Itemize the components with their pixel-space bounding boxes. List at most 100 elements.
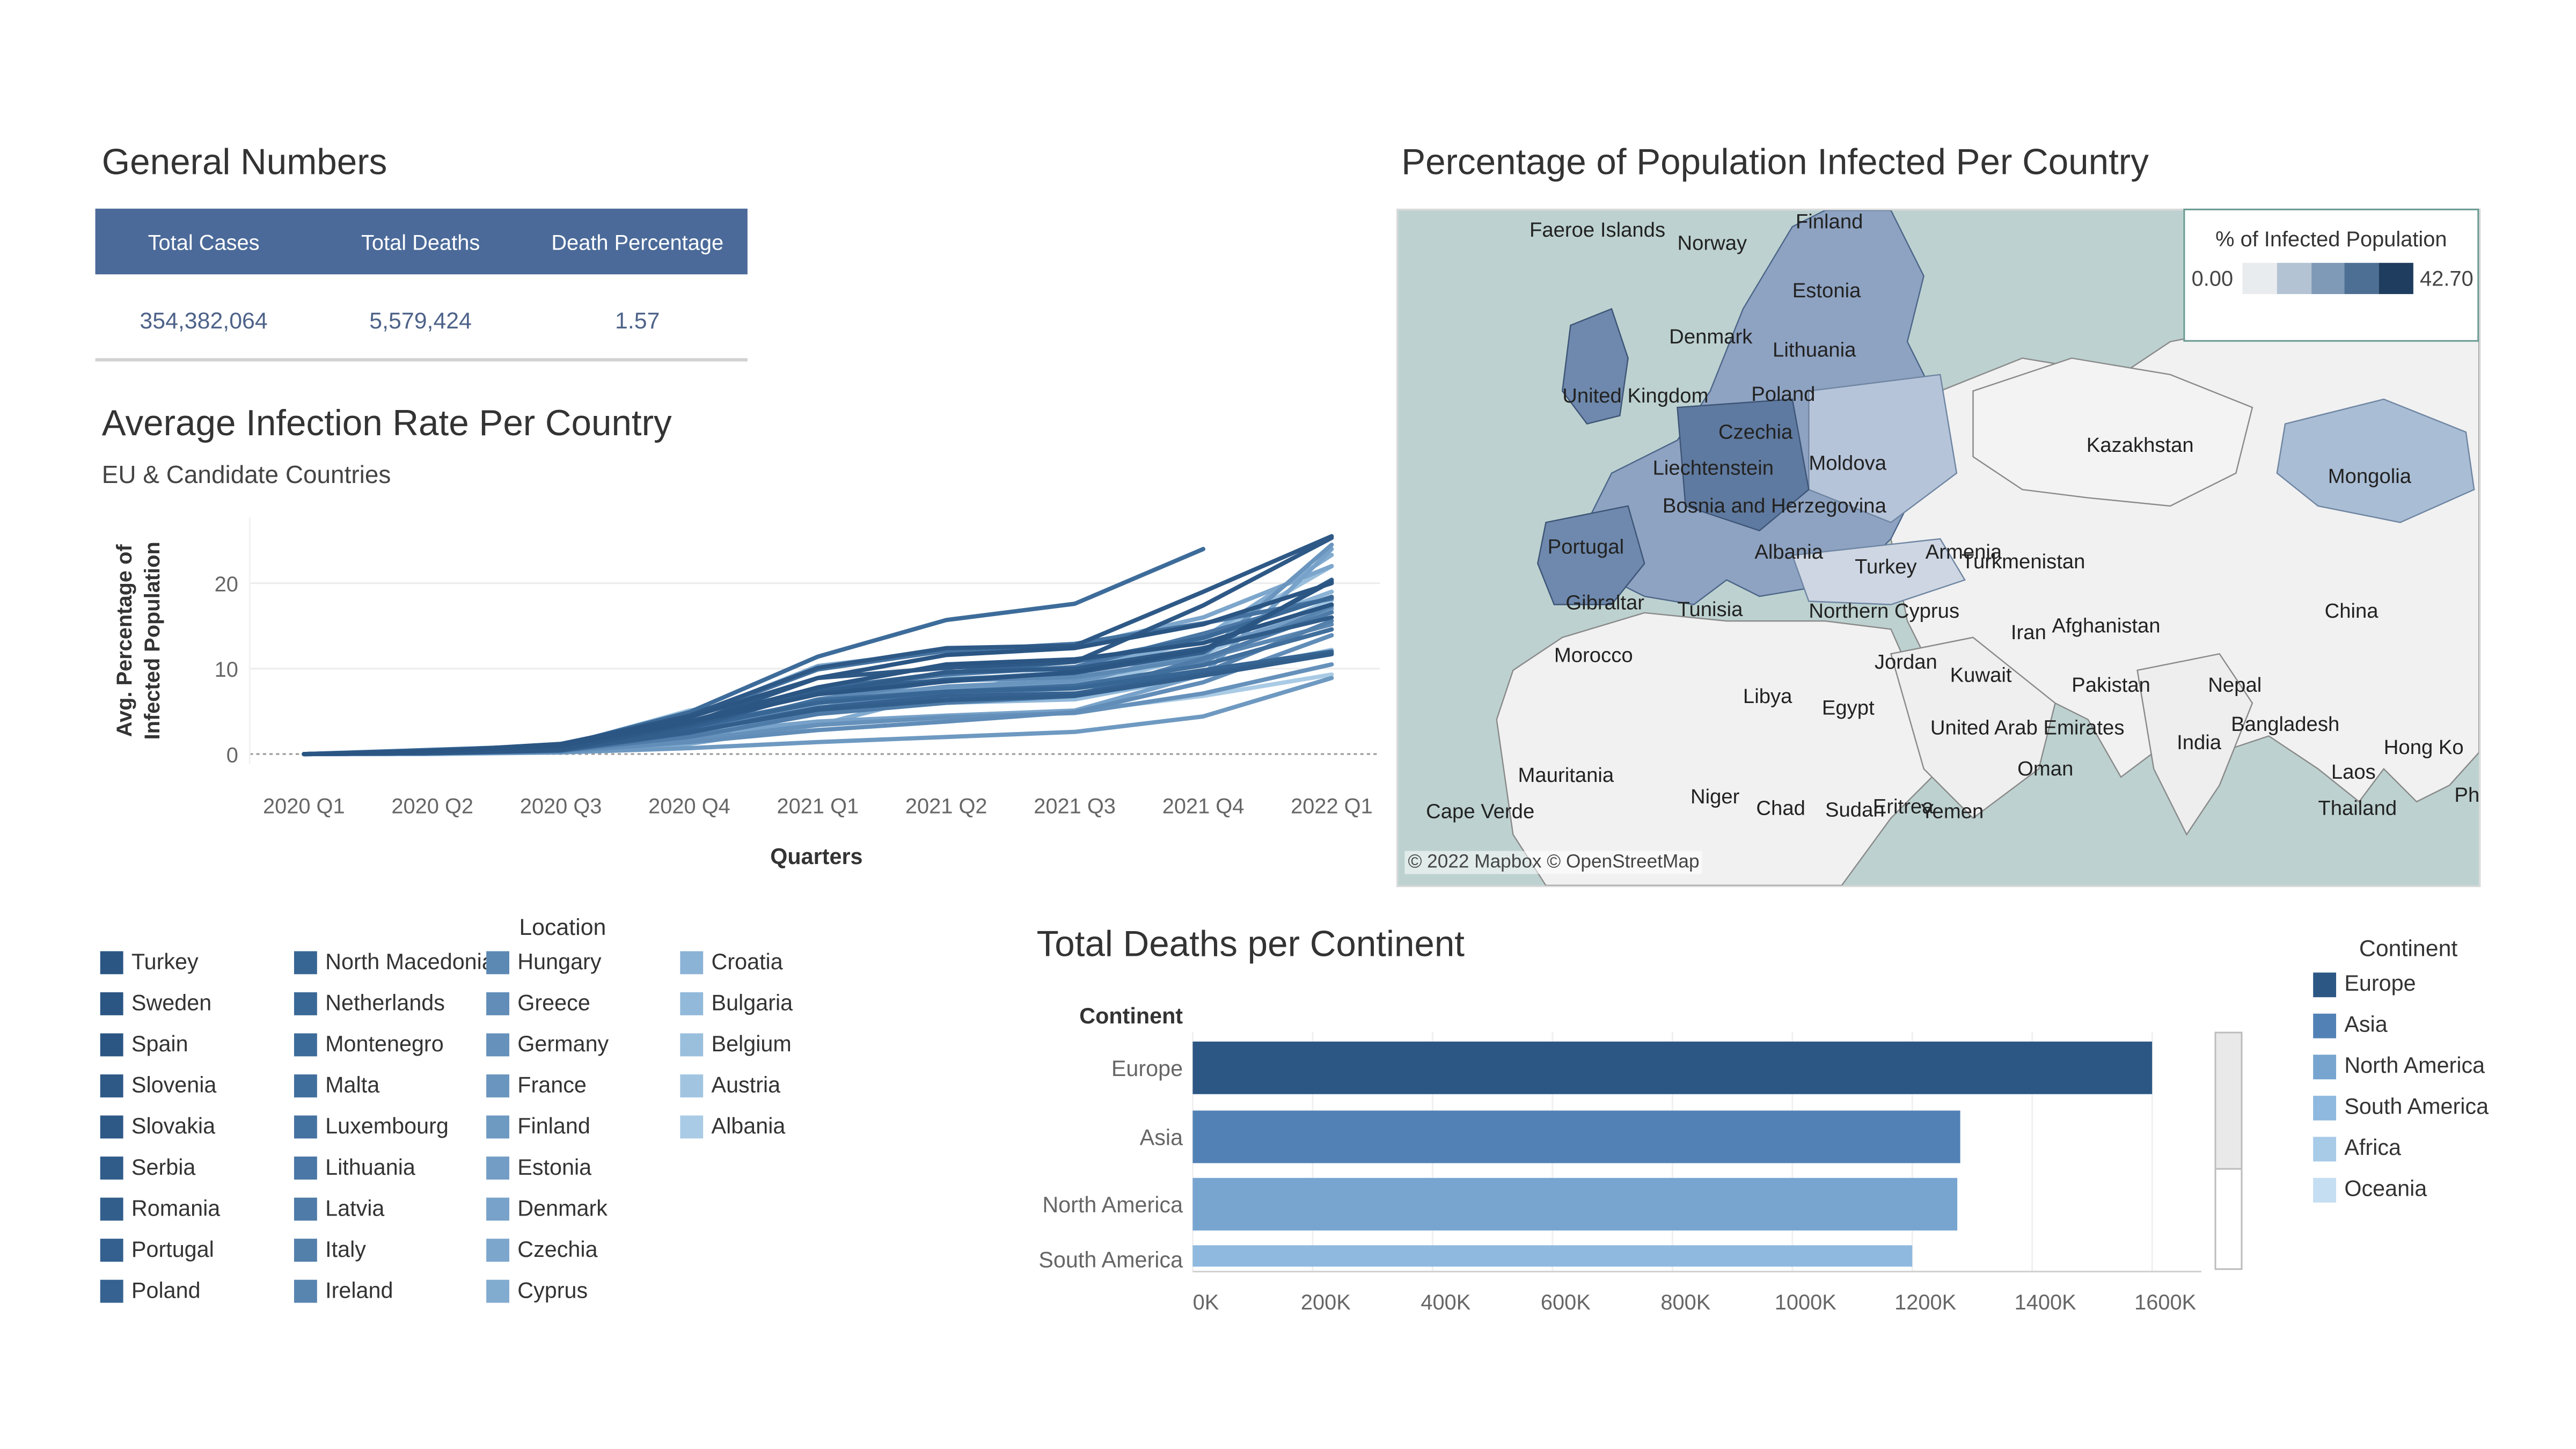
map-legend-ramp-step (2242, 262, 2277, 294)
legend-swatch (100, 992, 123, 1015)
kpi-header-total-cases: Total Cases (148, 230, 260, 255)
legend-label: Asia (2344, 1012, 2388, 1037)
legend-swatch (2313, 1055, 2337, 1080)
map-country-label: Moldova (1809, 451, 1887, 475)
legend-swatch (486, 1033, 509, 1057)
map-country-label: Libya (1743, 685, 1792, 708)
bar-x-tick-label: 200K (1301, 1291, 1351, 1314)
legend-swatch (2313, 1095, 2337, 1121)
legend-swatch (486, 951, 509, 975)
legend-swatch (680, 1074, 704, 1097)
line-x-tick-label: 2020 Q4 (648, 794, 730, 818)
map-country-label: Turkey (1855, 555, 1917, 579)
scrollbar-thumb[interactable] (2216, 1033, 2241, 1170)
map-country-label: Tunisia (1677, 598, 1743, 621)
kpi-header-total-deaths: Total Deaths (361, 230, 480, 255)
legend-swatch (294, 1033, 317, 1057)
legend-swatch (100, 1115, 123, 1139)
legend-label: Estonia (517, 1155, 592, 1180)
legend-swatch (486, 1157, 509, 1180)
bar-north-america[interactable] (1192, 1177, 1958, 1231)
line-x-axis-title: Quarters (770, 844, 862, 869)
map-attribution[interactable]: © 2022 Mapbox © OpenStreetMap (1404, 851, 1703, 874)
legend-label: Cyprus (517, 1278, 588, 1303)
map-country-label: Niger (1690, 785, 1740, 809)
map-country-label: Mongolia (2328, 465, 2412, 488)
kpi-divider (95, 358, 748, 362)
bar-south-america[interactable] (1192, 1245, 1913, 1267)
map-country-label: Kazakhstan (2086, 434, 2194, 457)
map-legend-ramp-step (2277, 262, 2311, 294)
legend-label: North Macedonia (325, 949, 494, 975)
legend-swatch (680, 992, 704, 1015)
map-country-label: Liechtenstein (1652, 457, 1774, 480)
legend-label: Latvia (325, 1196, 385, 1221)
map-country-label: Czechia (1718, 420, 1793, 444)
deaths-chart-scrollbar[interactable] (2214, 1031, 2243, 1270)
map-legend-max: 42.70 (2420, 266, 2473, 291)
line-chart[interactable]: 0 10 20 2020 Q1 2020 Q2 2020 Q3 2020 Q4 2021 Q1… (0, 0, 1413, 887)
map-country-label: Sudan (1825, 798, 1885, 822)
legend-swatch (100, 1074, 123, 1097)
choropleth-map[interactable]: Faeroe Islands Norway Finland Estonia Denmar… (1396, 208, 2481, 888)
map-country-label: Laos (2331, 760, 2376, 784)
map-legend-ramp-step (2345, 262, 2380, 294)
land-mongolia (2276, 398, 2475, 523)
legend-swatch (294, 992, 317, 1015)
bar-category-label: Asia (1140, 1125, 1183, 1150)
land-uk (1561, 308, 1629, 425)
legend-swatch (100, 1279, 123, 1303)
legend-label: Germany (517, 1031, 609, 1057)
bar-europe[interactable] (1192, 1041, 2153, 1094)
bar-x-tick-label: 1200K (1894, 1291, 1956, 1314)
bar-x-tick-label: 1400K (2015, 1291, 2076, 1314)
map-country-label: Faeroe Islands (1529, 218, 1666, 241)
map-country-label: Bangladesh (2231, 713, 2340, 736)
map-country-label: Norway (1677, 231, 1747, 255)
legend-label: France (517, 1072, 587, 1097)
legend-label: Netherlands (325, 990, 445, 1015)
map-country-label: Iran (2010, 621, 2046, 644)
bar-category-label: Europe (1111, 1056, 1183, 1081)
map-country-label: United Kingdom (1562, 384, 1709, 408)
legend-swatch (100, 1033, 123, 1057)
line-series-turkey[interactable] (302, 581, 1334, 757)
map-country-label: Denmark (1669, 325, 1753, 348)
land-turkey (1791, 538, 1966, 605)
legend-label: Denmark (517, 1196, 608, 1221)
map-labels: Faeroe Islands Norway Finland Estonia Denmar… (1398, 210, 2479, 885)
legend-swatch (294, 1115, 317, 1139)
map-legend-title: % of Infected Population (2215, 226, 2447, 252)
legend-swatch (486, 1115, 509, 1139)
map-legend-ramp (2242, 262, 2413, 294)
map-country-label: Egypt (1821, 696, 1875, 720)
land-kazakhstan (1972, 357, 2253, 507)
map-country-label: China (2324, 599, 2379, 623)
map-country-label: Portugal (1547, 535, 1624, 559)
bar-category-label: South America (1038, 1248, 1183, 1272)
legend-swatch (100, 951, 123, 975)
map-color-legend: % of Infected Population 0.00 42.70 (2183, 208, 2479, 342)
map-country-label: Cape Verde (1426, 800, 1535, 823)
legend-label: Slovakia (131, 1114, 216, 1139)
map-country-label: Hong Ko (2383, 736, 2464, 759)
legend-label: Turkey (131, 949, 199, 975)
legend-label: Spain (131, 1031, 188, 1057)
legend-label: Europe (2344, 971, 2416, 996)
deaths-bar-chart[interactable]: 0K 200K 400K 600K 800K 1000K 1200K 1400K 1600K Co… (0, 0, 2300, 1347)
map-country-label: Chad (1756, 796, 1805, 820)
legend-label: South America (2344, 1094, 2489, 1119)
map-country-label: Oman (2017, 757, 2074, 781)
map-title: Percentage of Population Infected Per Co… (1401, 141, 2149, 182)
kpi-header-row: Total Cases Total Deaths Death Percentag… (95, 208, 748, 275)
map-country-label: Thailand (2318, 796, 2397, 820)
bar-asia[interactable] (1192, 1110, 1960, 1163)
land-india (2136, 653, 2253, 836)
map-country-label: Armenia (1925, 540, 2002, 564)
line-chart-subtitle: EU & Candidate Countries (101, 462, 391, 490)
map-country-label: Estonia (1792, 279, 1861, 303)
legend-swatch (294, 1279, 317, 1303)
legend-label: Ireland (325, 1278, 393, 1303)
legend-swatch (294, 1157, 317, 1180)
legend-label: Africa (2344, 1135, 2401, 1160)
